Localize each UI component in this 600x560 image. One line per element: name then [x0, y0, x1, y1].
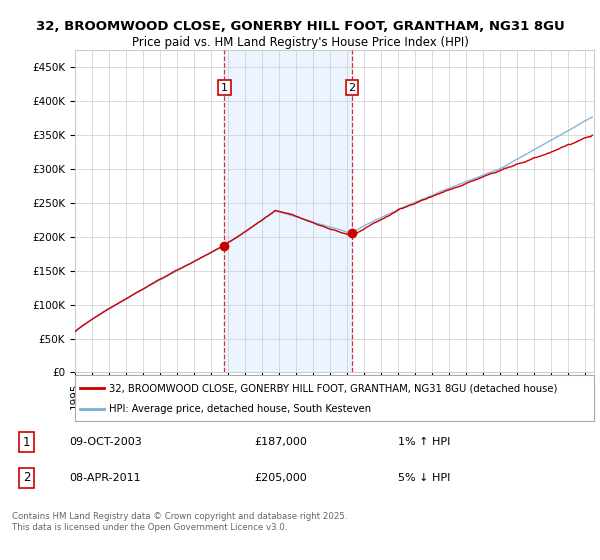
Text: £187,000: £187,000 — [254, 437, 307, 447]
Text: 32, BROOMWOOD CLOSE, GONERBY HILL FOOT, GRANTHAM, NG31 8GU (detached house): 32, BROOMWOOD CLOSE, GONERBY HILL FOOT, … — [109, 383, 557, 393]
Text: HPI: Average price, detached house, South Kesteven: HPI: Average price, detached house, Sout… — [109, 404, 371, 414]
Text: £205,000: £205,000 — [254, 473, 307, 483]
Bar — [224, 50, 352, 372]
Text: Contains HM Land Registry data © Crown copyright and database right 2025.
This d: Contains HM Land Registry data © Crown c… — [12, 512, 347, 532]
Text: 1% ↑ HPI: 1% ↑ HPI — [398, 437, 450, 447]
Text: 2: 2 — [23, 472, 30, 484]
Text: 5% ↓ HPI: 5% ↓ HPI — [398, 473, 450, 483]
Text: 2: 2 — [348, 83, 355, 93]
Text: Price paid vs. HM Land Registry's House Price Index (HPI): Price paid vs. HM Land Registry's House … — [131, 36, 469, 49]
Text: 08-APR-2011: 08-APR-2011 — [70, 473, 141, 483]
Text: 09-OCT-2003: 09-OCT-2003 — [70, 437, 142, 447]
Text: 1: 1 — [23, 436, 30, 449]
Text: 32, BROOMWOOD CLOSE, GONERBY HILL FOOT, GRANTHAM, NG31 8GU: 32, BROOMWOOD CLOSE, GONERBY HILL FOOT, … — [35, 20, 565, 32]
Text: 1: 1 — [221, 83, 228, 93]
